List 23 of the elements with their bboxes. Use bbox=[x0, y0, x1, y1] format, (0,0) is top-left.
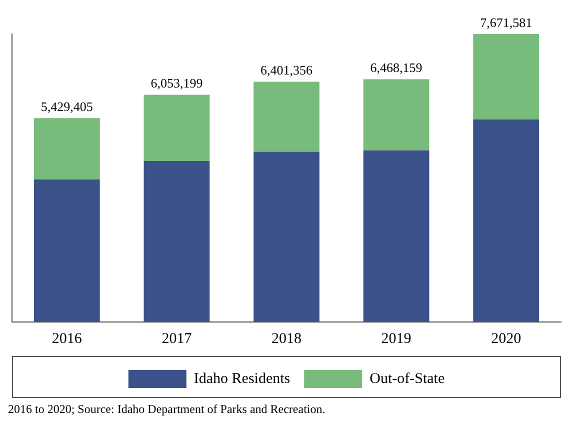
bar bbox=[254, 152, 320, 322]
bar bbox=[254, 82, 320, 152]
bar bbox=[144, 94, 210, 162]
annotation: 7,671,581 bbox=[480, 14, 532, 30]
annotation: 6,401,356 bbox=[260, 62, 313, 78]
bar bbox=[34, 179, 100, 322]
bar bbox=[144, 161, 210, 322]
bar bbox=[363, 150, 430, 322]
bar bbox=[473, 34, 540, 120]
x-tick-label: 2020 bbox=[491, 330, 522, 347]
legend-label: Out-of-State bbox=[370, 370, 445, 387]
x-tick-label: 2016 bbox=[52, 330, 82, 347]
text: 2016 to 2020; Source: Idaho Department of Parks and Recreation. bbox=[8, 402, 326, 417]
bar bbox=[34, 118, 100, 180]
annotation: 6,468,159 bbox=[370, 60, 422, 76]
x-tick-label: 2019 bbox=[381, 330, 412, 347]
legend-label: Idaho Residents bbox=[194, 370, 290, 387]
annotation: 5,429,405 bbox=[40, 99, 93, 114]
annotation: 6,053,199 bbox=[150, 76, 203, 91]
x-tick-label: 2018 bbox=[272, 330, 302, 347]
bar bbox=[473, 120, 540, 322]
bar bbox=[363, 79, 430, 150]
x-tick-label: 2017 bbox=[162, 330, 192, 347]
